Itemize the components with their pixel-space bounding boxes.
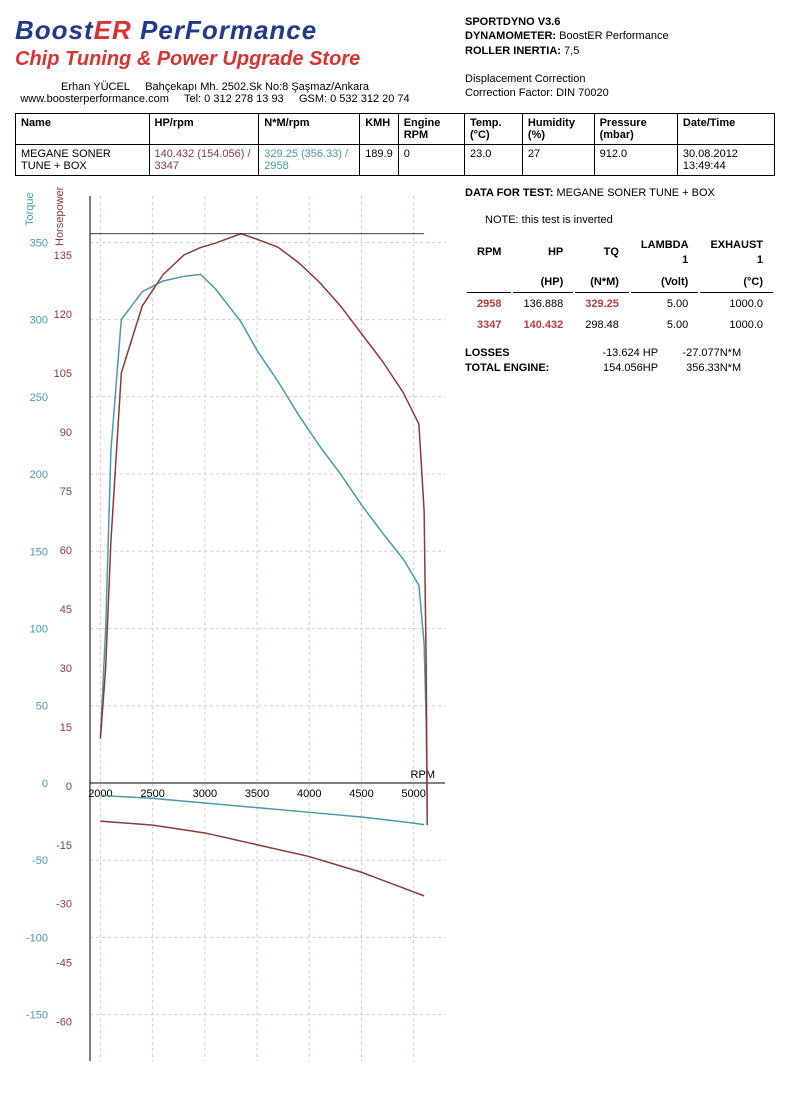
losses-label: LOSSES bbox=[465, 346, 575, 361]
svg-text:-45: -45 bbox=[56, 958, 72, 970]
svg-text:100: 100 bbox=[30, 624, 48, 636]
cell-name: MEGANE SONER TUNE + BOX bbox=[16, 145, 150, 176]
logo-er: ER bbox=[94, 15, 132, 45]
total-nm: 356.33N*M bbox=[661, 361, 741, 376]
losses-hp: -13.624 HP bbox=[578, 346, 658, 361]
table-header: Humidity (%) bbox=[522, 114, 594, 145]
svg-text:60: 60 bbox=[60, 545, 72, 557]
svg-text:200: 200 bbox=[30, 469, 48, 481]
svg-text:90: 90 bbox=[60, 427, 72, 439]
table-header: Engine RPM bbox=[398, 114, 464, 145]
svg-text:-60: -60 bbox=[56, 1017, 72, 1029]
cell-temp: 23.0 bbox=[464, 145, 522, 176]
svg-text:15: 15 bbox=[60, 722, 72, 734]
svg-text:250: 250 bbox=[30, 392, 48, 404]
disp-corr: Displacement Correction bbox=[465, 73, 585, 85]
table-header: Date/Time bbox=[677, 114, 774, 145]
svg-text:120: 120 bbox=[54, 309, 72, 321]
svg-text:3000: 3000 bbox=[193, 788, 217, 800]
corr-value: DIN 70020 bbox=[556, 87, 609, 99]
cell-hp: 140.432 (154.056) / 3347 bbox=[149, 145, 259, 176]
svg-text:-150: -150 bbox=[26, 1010, 48, 1022]
svg-text:-50: -50 bbox=[32, 855, 48, 867]
contact-tel: Tel: 0 312 278 13 93 bbox=[184, 93, 284, 105]
table-header: Temp. (°C) bbox=[464, 114, 522, 145]
logo-perf: PerFormance bbox=[140, 15, 317, 45]
svg-text:-30: -30 bbox=[56, 899, 72, 911]
table-header: Pressure (mbar) bbox=[594, 114, 677, 145]
soft-version: SPORTDYNO V3.6 bbox=[465, 16, 560, 28]
svg-text:0: 0 bbox=[42, 778, 48, 790]
dyno-chart: 2000250030003500400045005000350300250200… bbox=[15, 186, 455, 1089]
rpm-data-table: RPMHPTQLAMBDA 1EXHAUST 1(HP)(N*M)(Volt)(… bbox=[465, 234, 775, 338]
dyno-value: BoostER Performance bbox=[559, 30, 668, 42]
table-header: Name bbox=[16, 114, 150, 145]
contact-web: www.boosterperformance.com bbox=[20, 93, 169, 105]
svg-text:-100: -100 bbox=[26, 932, 48, 944]
cell-hum: 27 bbox=[522, 145, 594, 176]
svg-text:-15: -15 bbox=[56, 840, 72, 852]
svg-text:0: 0 bbox=[66, 781, 72, 793]
svg-text:Torque: Torque bbox=[24, 192, 36, 226]
corr-label: Correction Factor: bbox=[465, 87, 553, 99]
svg-text:50: 50 bbox=[36, 701, 48, 713]
table-header: N*M/rpm bbox=[259, 114, 360, 145]
test-name: MEGANE SONER TUNE + BOX bbox=[556, 187, 714, 199]
inertia-value: 7,5 bbox=[564, 45, 579, 57]
svg-text:3500: 3500 bbox=[245, 788, 269, 800]
svg-text:30: 30 bbox=[60, 663, 72, 675]
results-table: NameHP/rpmN*M/rpmKMHEngine RPMTemp. (°C)… bbox=[15, 113, 775, 176]
svg-text:300: 300 bbox=[30, 315, 48, 327]
logo-boost: Boost bbox=[15, 15, 94, 45]
cell-pres: 912.0 bbox=[594, 145, 677, 176]
svg-text:Horsepower: Horsepower bbox=[54, 186, 66, 246]
contact-addr: Bahçekapı Mh. 2502.Sk No:8 Şaşmaz/Ankara bbox=[145, 81, 369, 93]
table-header: KMH bbox=[360, 114, 399, 145]
info-block: SPORTDYNO V3.6 DYNAMOMETER: BoostER Perf… bbox=[465, 15, 669, 105]
tagline: Chip Tuning & Power Upgrade Store bbox=[15, 48, 455, 71]
svg-text:4500: 4500 bbox=[349, 788, 373, 800]
contact-gsm: GSM: 0 532 312 20 74 bbox=[299, 93, 410, 105]
svg-text:350: 350 bbox=[30, 237, 48, 249]
cell-date: 30.08.2012 13:49:44 bbox=[677, 145, 774, 176]
test-label: DATA FOR TEST: bbox=[465, 187, 553, 199]
logo-block: BoostER PerFormance Chip Tuning & Power … bbox=[15, 15, 455, 105]
cell-kmh: 189.9 bbox=[360, 145, 399, 176]
svg-text:4000: 4000 bbox=[297, 788, 321, 800]
test-note: NOTE: this test is inverted bbox=[485, 213, 775, 228]
svg-text:45: 45 bbox=[60, 604, 72, 616]
contact-name: Erhan YÜCEL bbox=[61, 81, 130, 93]
svg-text:2000: 2000 bbox=[88, 788, 112, 800]
losses-nm: -27.077N*M bbox=[661, 346, 741, 361]
table-header: HP/rpm bbox=[149, 114, 259, 145]
test-data: DATA FOR TEST: MEGANE SONER TUNE + BOX N… bbox=[465, 186, 775, 1089]
svg-text:RPM: RPM bbox=[411, 769, 435, 781]
dyno-label: DYNAMOMETER: bbox=[465, 30, 556, 42]
svg-text:5000: 5000 bbox=[401, 788, 425, 800]
cell-rpm: 0 bbox=[398, 145, 464, 176]
total-hp: 154.056HP bbox=[578, 361, 658, 376]
svg-text:75: 75 bbox=[60, 486, 72, 498]
cell-nm: 329.25 (356.33) / 2958 bbox=[259, 145, 360, 176]
inertia-label: ROLLER INERTIA: bbox=[465, 45, 561, 57]
svg-text:135: 135 bbox=[54, 250, 72, 262]
svg-text:150: 150 bbox=[30, 546, 48, 558]
svg-text:105: 105 bbox=[54, 368, 72, 380]
total-label: TOTAL ENGINE: bbox=[465, 361, 575, 376]
